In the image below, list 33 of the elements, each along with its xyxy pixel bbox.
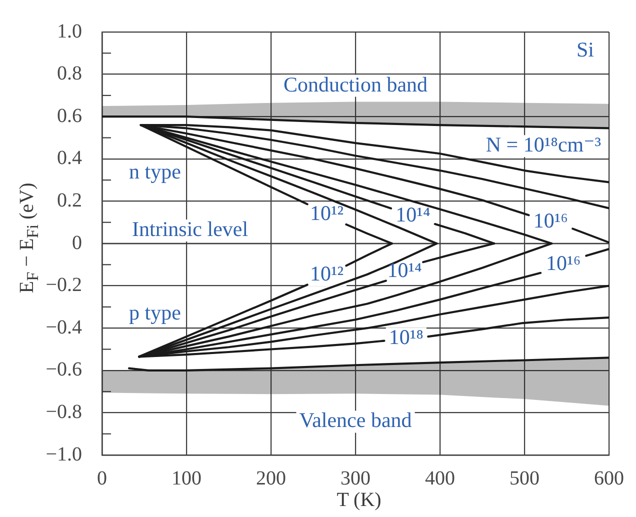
y-tick-label: −0.8 [46,400,82,423]
y-tick-label: 0.8 [57,62,82,85]
x-axis-title: T (K) [336,488,382,512]
ref-line-label: Intrinsic level [132,217,248,242]
chart-title: Si [576,38,594,62]
y-tick-label: 0.6 [57,104,82,127]
y-tick-label: −0.2 [46,274,82,296]
annotation: p type [129,300,181,325]
x-tick-label: 300 [340,467,370,490]
y-tick-label: 0.2 [57,189,82,212]
x-tick-label: 400 [425,467,455,490]
series-label: Conduction band [283,72,428,96]
series-label: 10¹² [310,200,344,225]
x-tick-label: 500 [510,467,540,490]
x-tick-label: 200 [256,467,286,490]
y-tick-label: −0.4 [46,316,82,338]
series-label: 10¹⁶ [546,250,581,275]
series-label: N = 10¹⁸cm⁻³ [486,132,601,157]
x-tick-label: 100 [172,467,202,490]
series-label: Valence band [299,408,412,432]
y-tick-label: 0 [72,232,82,254]
annotation: n type [129,160,181,184]
x-tick-label: 600 [594,467,624,490]
y-tick-label: −0.6 [46,358,82,381]
x-tick-label: 0 [97,467,107,490]
y-tick-label: 0.4 [57,147,82,170]
series-label: 10¹⁴ [396,202,430,227]
series-label: 10¹⁴ [387,258,422,282]
series-label: 10¹² [310,262,344,286]
series-label: 10¹⁸ [388,325,424,350]
series-label: 10¹⁶ [533,208,568,232]
y-tick-label: 1.0 [57,20,82,42]
y-tick-label: −1.0 [46,443,82,466]
